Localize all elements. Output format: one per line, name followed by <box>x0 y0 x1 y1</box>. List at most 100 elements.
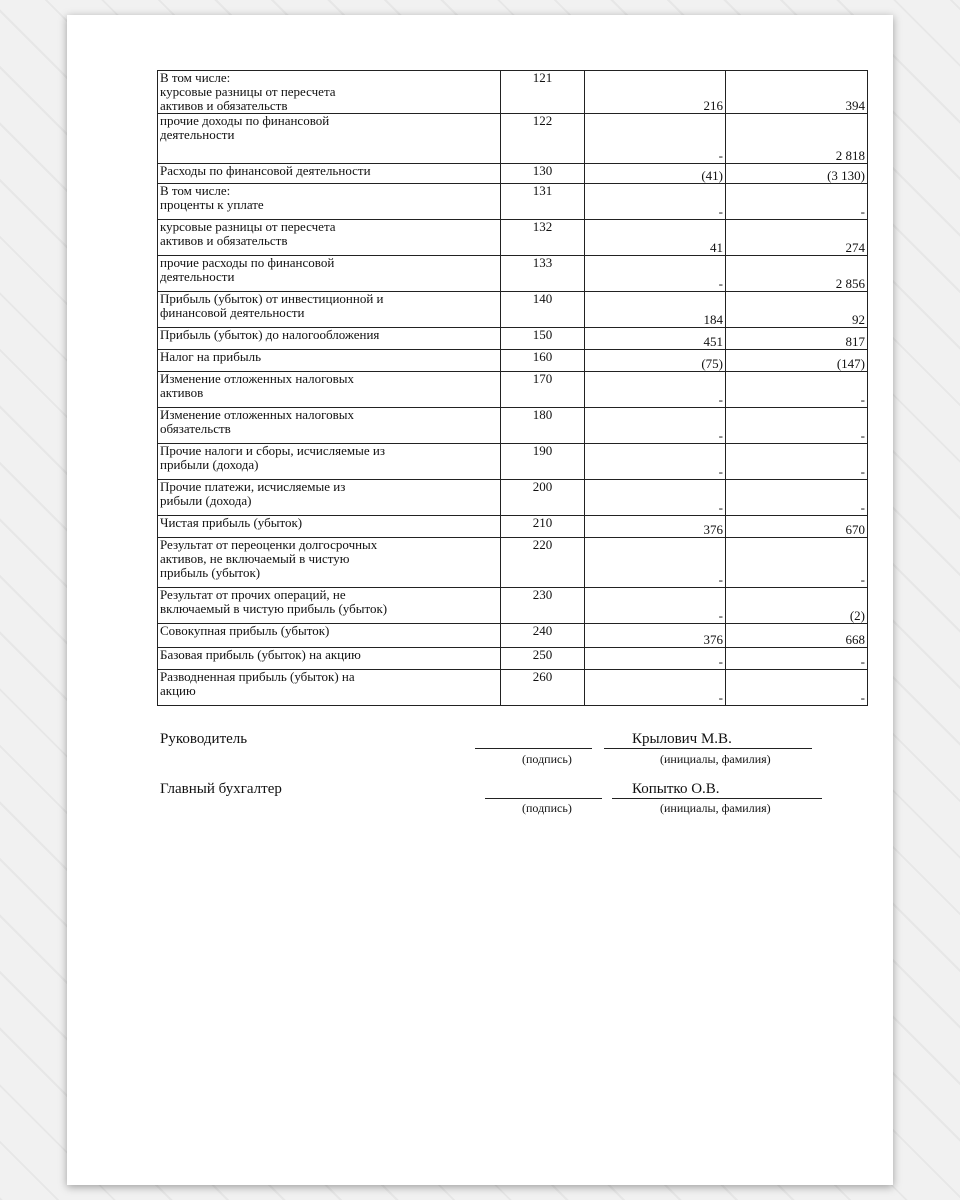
row-label: курсовые разницы от пересчета активов и … <box>157 219 501 256</box>
document-page: В том числе: курсовые разницы от пересче… <box>67 15 893 1185</box>
current-period-value: - <box>584 113 726 164</box>
previous-period-value: - <box>725 407 868 444</box>
table-row: прочие расходы по финансовой деятельност… <box>157 255 868 292</box>
row-label: Прочие платежи, исчисляемые из рибыли (д… <box>157 479 501 516</box>
current-period-value: - <box>584 407 726 444</box>
previous-period-value: - <box>725 669 868 706</box>
current-period-value: - <box>584 669 726 706</box>
row-code: 122 <box>500 113 585 164</box>
current-period-value: 41 <box>584 219 726 256</box>
row-code: 133 <box>500 255 585 292</box>
previous-period-value: (2) <box>725 587 868 624</box>
row-label: прочие расходы по финансовой деятельност… <box>157 255 501 292</box>
current-period-value: (75) <box>584 349 726 372</box>
current-period-value: 376 <box>584 623 726 648</box>
previous-period-value: - <box>725 443 868 480</box>
table-row: Совокупная прибыль (убыток) 240 376 668 <box>157 623 868 648</box>
row-label: Изменение отложенных налоговых обязатель… <box>157 407 501 444</box>
accountant-name-line <box>612 798 822 799</box>
current-period-value: 184 <box>584 291 726 328</box>
row-label: Базовая прибыль (убыток) на акцию <box>157 647 501 670</box>
table-row: Изменение отложенных налоговых обязатель… <box>157 407 868 444</box>
previous-period-value: 817 <box>725 327 868 350</box>
row-label: Прочие налоги и сборы, исчисляемые из пр… <box>157 443 501 480</box>
table-row: Результат от переоценки долгосрочных акт… <box>157 537 868 588</box>
director-name: Крылович М.В. <box>632 731 732 747</box>
accountant-signature-caption: (подпись) <box>522 801 572 815</box>
current-period-value: - <box>584 479 726 516</box>
previous-period-value: 92 <box>725 291 868 328</box>
director-name-line <box>604 748 812 749</box>
row-code: 220 <box>500 537 585 588</box>
director-name-caption: (инициалы, фамилия) <box>660 752 771 766</box>
row-code: 230 <box>500 587 585 624</box>
table-row: Разводненная прибыль (убыток) на акцию 26… <box>157 669 868 706</box>
table-row: Налог на прибыль 160 (75) (147) <box>157 349 868 372</box>
current-period-value: 376 <box>584 515 726 538</box>
row-label: Чистая прибыль (убыток) <box>157 515 501 538</box>
table-row: Базовая прибыль (убыток) на акцию 250- - <box>157 647 868 670</box>
current-period-value: - <box>584 587 726 624</box>
previous-period-value: - <box>725 537 868 588</box>
previous-period-value: 274 <box>725 219 868 256</box>
director-title: Руководитель <box>160 731 248 747</box>
table-row: Чистая прибыль (убыток) 210 376 670 <box>157 515 868 538</box>
current-period-value: - <box>584 371 726 408</box>
row-code: 121 <box>500 70 585 114</box>
current-period-value: 451 <box>584 327 726 350</box>
row-code: 200 <box>500 479 585 516</box>
row-label: Прибыль (убыток) от инвестиционной и фин… <box>157 291 501 328</box>
accountant-name-caption: (инициалы, фамилия) <box>660 801 771 815</box>
current-period-value: - <box>584 647 726 670</box>
accountant-title: Главный бухгалтер <box>160 781 282 797</box>
previous-period-value: 2 818 <box>725 113 868 164</box>
row-label: Совокупная прибыль (убыток) <box>157 623 501 648</box>
table-row: В том числе: курсовые разницы от пересче… <box>157 70 868 114</box>
director-signature-caption: (подпись) <box>522 752 572 766</box>
row-code: 132 <box>500 219 585 256</box>
row-label: Прибыль (убыток) до налогообложения <box>157 327 501 350</box>
current-period-value: - <box>584 255 726 292</box>
financial-results-table: В том числе: курсовые разницы от пересче… <box>157 70 868 706</box>
current-period-value: - <box>584 537 726 588</box>
previous-period-value: - <box>725 479 868 516</box>
row-label: Налог на прибыль <box>157 349 501 372</box>
table-row: Прочие платежи, исчисляемые из рибыли (д… <box>157 479 868 516</box>
table-row: прочие доходы по финансовой деятельности… <box>157 113 868 164</box>
row-code: 260 <box>500 669 585 706</box>
previous-period-value: (147) <box>725 349 868 372</box>
previous-period-value: 394 <box>725 70 868 114</box>
row-code: 170 <box>500 371 585 408</box>
row-code: 190 <box>500 443 585 480</box>
current-period-value: (41) <box>584 163 726 184</box>
table-row: Прибыль (убыток) до налогообложения 150 45… <box>157 327 868 350</box>
previous-period-value: - <box>725 371 868 408</box>
current-period-value: 216 <box>584 70 726 114</box>
table-row: Прибыль (убыток) от инвестиционной и фин… <box>157 291 868 328</box>
table-row: Прочие налоги и сборы, исчисляемые из пр… <box>157 443 868 480</box>
row-label: Разводненная прибыль (убыток) на акцию <box>157 669 501 706</box>
table-row: В том числе: проценты к уплате 131- - <box>157 183 868 220</box>
row-label: В том числе: проценты к уплате <box>157 183 501 220</box>
table-row: Результат от прочих операций, не включае… <box>157 587 868 624</box>
table-row: Расходы по финансовой деятельности 130 (41… <box>157 163 868 184</box>
previous-period-value: 2 856 <box>725 255 868 292</box>
row-label: Результат от прочих операций, не включае… <box>157 587 501 624</box>
previous-period-value: - <box>725 647 868 670</box>
row-label: Расходы по финансовой деятельности <box>157 163 501 184</box>
row-code: 180 <box>500 407 585 444</box>
table-row: Изменение отложенных налоговых активов 17… <box>157 371 868 408</box>
row-code: 210 <box>500 515 585 538</box>
row-label: прочие доходы по финансовой деятельности <box>157 113 501 164</box>
row-code: 250 <box>500 647 585 670</box>
row-code: 140 <box>500 291 585 328</box>
previous-period-value: (3 130) <box>725 163 868 184</box>
previous-period-value: - <box>725 183 868 220</box>
row-code: 131 <box>500 183 585 220</box>
row-label: Изменение отложенных налоговых активов <box>157 371 501 408</box>
row-code: 160 <box>500 349 585 372</box>
director-signature-line <box>475 748 592 749</box>
row-code: 240 <box>500 623 585 648</box>
row-code: 130 <box>500 163 585 184</box>
row-label: Результат от переоценки долгосрочных акт… <box>157 537 501 588</box>
